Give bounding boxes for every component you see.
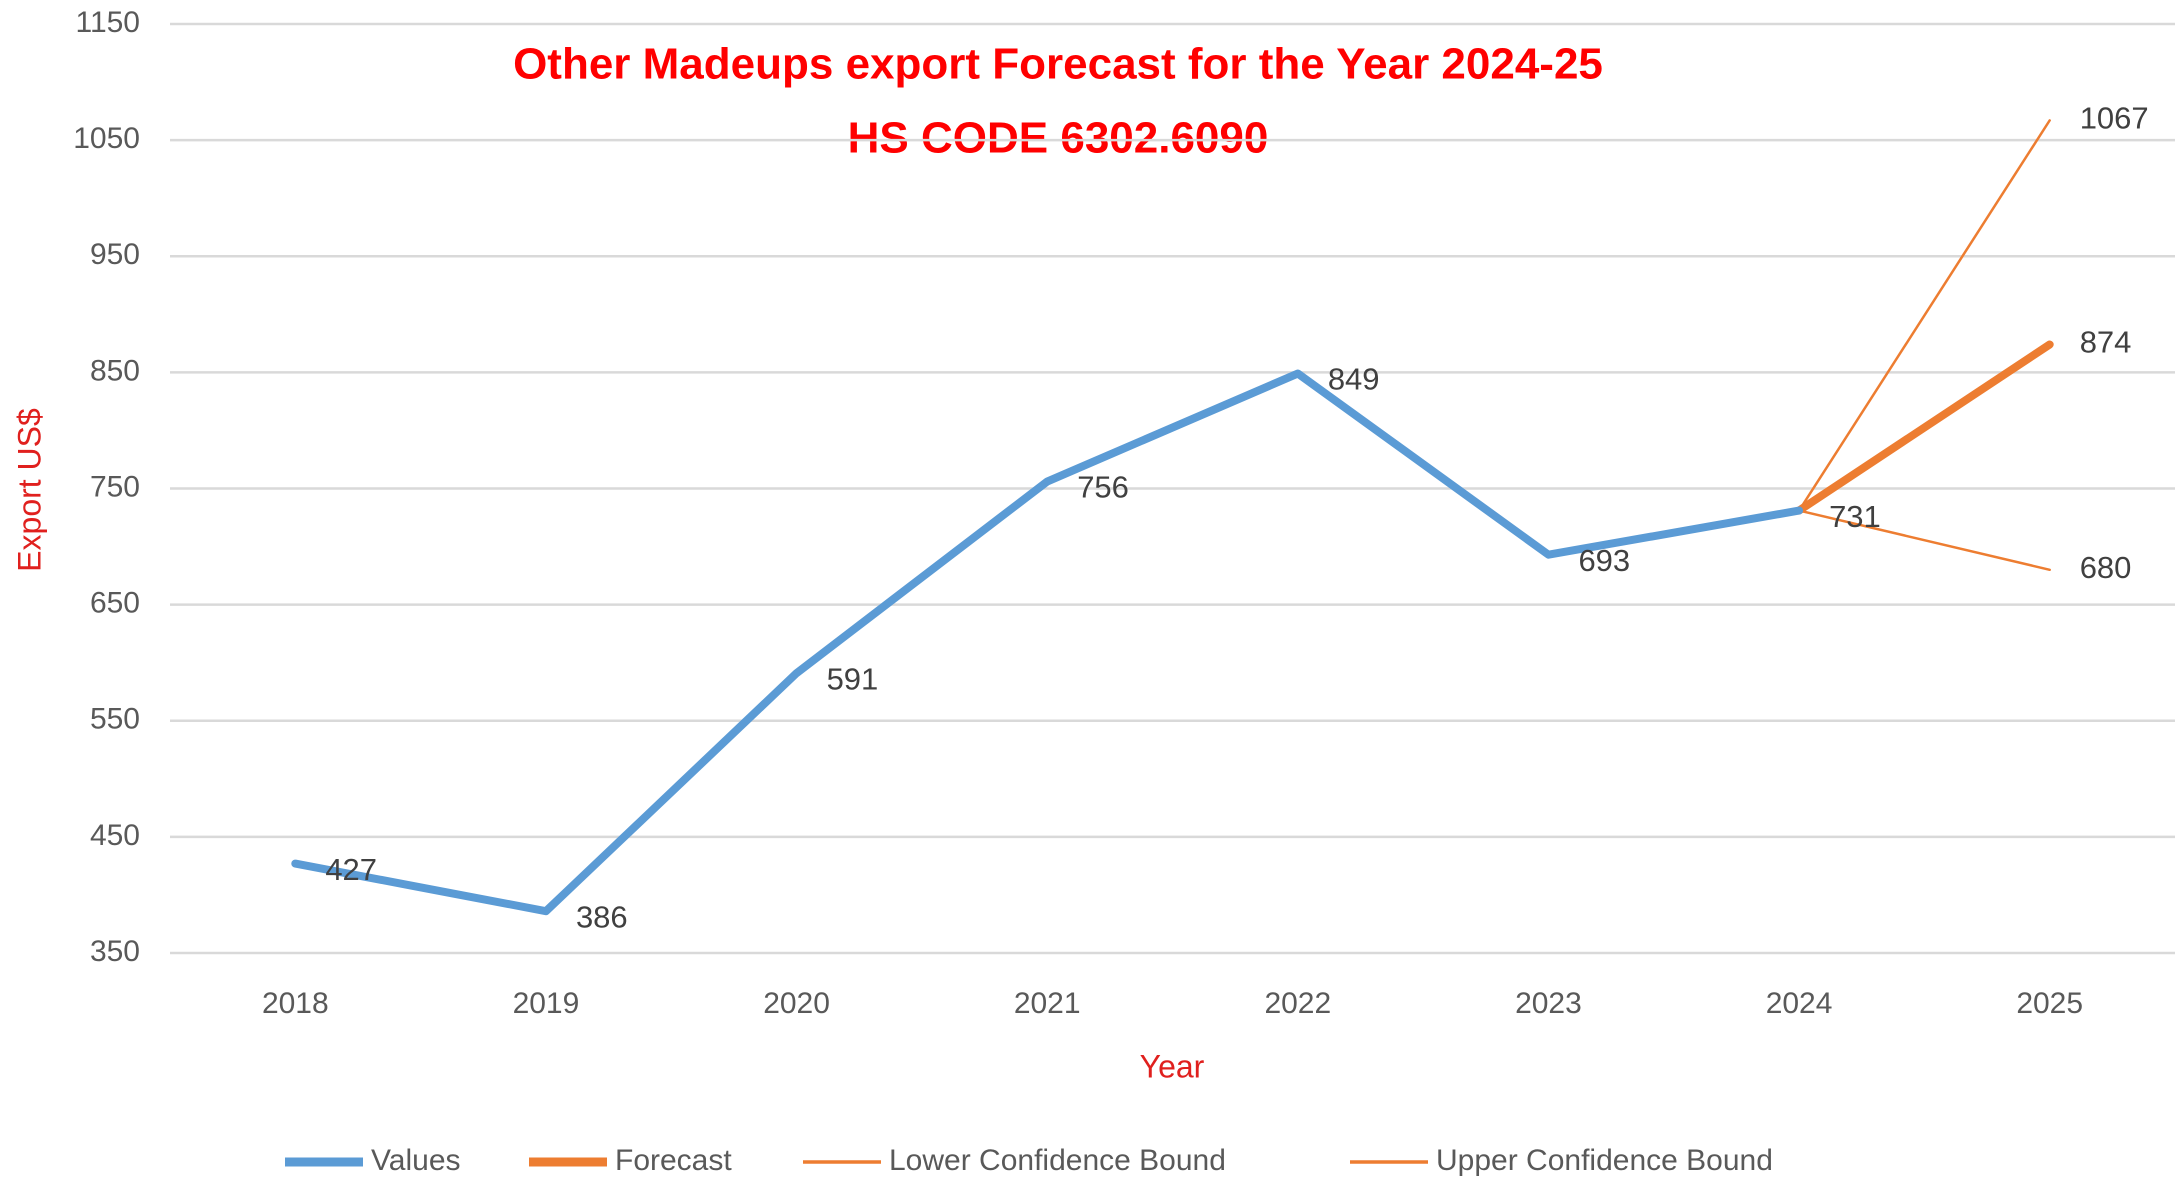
- x-tick-label: 2020: [763, 987, 830, 1020]
- legend-label: Values: [371, 1144, 461, 1177]
- chart-subtitle: HS CODE 6302.6090: [848, 114, 1269, 163]
- series-line: [1797, 119, 2051, 512]
- data-label: 1067: [2080, 101, 2149, 136]
- y-axis-title: Export US$: [11, 408, 47, 572]
- y-tick-label: 450: [90, 819, 140, 852]
- series-line: [1797, 509, 2051, 572]
- y-tick-label: 750: [90, 470, 140, 503]
- y-tick-label: 950: [90, 238, 140, 271]
- y-tick-label: 350: [90, 935, 140, 968]
- series-line: [291, 369, 1804, 916]
- data-label: 591: [827, 661, 879, 696]
- legend-label: Forecast: [615, 1144, 732, 1177]
- y-tick-label: 550: [90, 703, 140, 736]
- data-label: 731: [1829, 499, 1881, 534]
- series-line: [1795, 340, 2054, 515]
- chart-title: Other Madeups export Forecast for the Ye…: [513, 40, 1603, 89]
- y-tick-label: 850: [90, 354, 140, 387]
- x-tick-label: 2024: [1766, 987, 1833, 1020]
- data-label: 849: [1328, 362, 1380, 397]
- legend-label: Lower Confidence Bound: [889, 1144, 1226, 1177]
- x-axis-title: Year: [1140, 1048, 1205, 1084]
- x-tick-label: 2018: [262, 987, 329, 1020]
- y-tick-label: 1050: [73, 122, 140, 155]
- data-label: 427: [325, 852, 377, 887]
- x-tick-label: 2019: [513, 987, 580, 1020]
- y-tick-label: 1150: [75, 6, 140, 39]
- data-label: 386: [576, 899, 628, 934]
- y-tick-label: 650: [90, 587, 140, 620]
- x-tick-label: 2025: [2016, 987, 2083, 1020]
- data-label: 756: [1077, 470, 1129, 505]
- data-label: 874: [2080, 325, 2132, 360]
- data-label: 680: [2080, 550, 2132, 585]
- x-tick-label: 2023: [1515, 987, 1582, 1020]
- legend-label: Upper Confidence Bound: [1436, 1144, 1773, 1177]
- x-tick-label: 2021: [1014, 987, 1081, 1020]
- x-tick-label: 2022: [1264, 987, 1331, 1020]
- data-label: 693: [1578, 543, 1630, 578]
